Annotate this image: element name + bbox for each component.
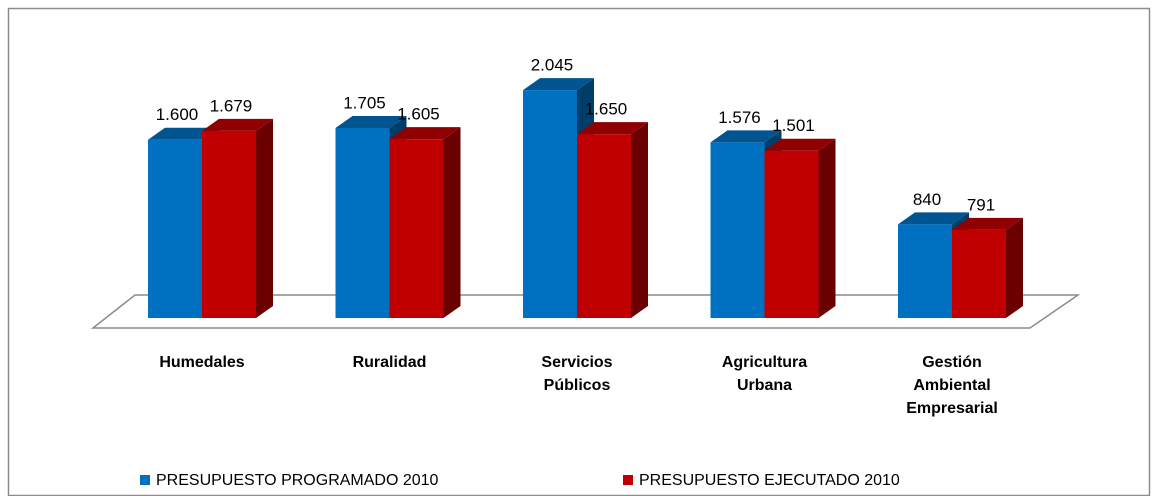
bar-top	[710, 130, 782, 143]
legend-label: PRESUPUESTO EJECUTADO 2010	[639, 472, 900, 489]
bar-front	[577, 134, 631, 318]
bar-front	[148, 139, 202, 318]
value-label: 1.679	[210, 96, 253, 115]
bar-front	[202, 130, 256, 318]
bar-front	[898, 224, 952, 318]
bar-top	[148, 127, 219, 140]
bar	[952, 217, 1023, 318]
value-label: 1.705	[343, 93, 386, 112]
bar-top	[202, 118, 273, 131]
x-tick-label: Gestión Ambiental Empresarial	[906, 354, 998, 417]
value-label: 1.576	[718, 108, 761, 127]
bar-top	[389, 127, 461, 140]
bar-side	[443, 127, 461, 319]
legend-swatch	[140, 475, 150, 485]
bar-top	[523, 78, 594, 91]
bar-front	[389, 139, 444, 318]
bar	[389, 127, 461, 319]
bar-front	[710, 142, 765, 318]
value-label: 2.045	[531, 56, 574, 75]
x-tick-label: Humedales	[159, 354, 244, 371]
value-label: 1.650	[585, 100, 628, 119]
value-label: 1.501	[772, 116, 815, 135]
value-label: 840	[913, 190, 941, 209]
bar-top	[764, 138, 836, 151]
bar-top	[952, 217, 1023, 230]
bar-front	[952, 229, 1006, 318]
x-tick-label: Ruralidad	[353, 354, 427, 371]
legend-swatch	[623, 475, 633, 485]
bar-top	[335, 116, 407, 129]
bar	[577, 122, 648, 319]
bar-side	[256, 118, 273, 318]
bar-side	[1006, 217, 1023, 318]
bar-side	[631, 122, 648, 319]
bar-top	[898, 212, 969, 225]
x-tick-label: Agricultura Urbana	[722, 354, 807, 394]
bar	[764, 138, 836, 318]
bar-side	[818, 138, 836, 318]
bar-front	[764, 150, 819, 318]
value-label: 1.600	[156, 105, 199, 124]
bar-front	[335, 128, 390, 318]
x-tick-label: Servicios Públicos	[541, 354, 612, 394]
value-label: 791	[967, 195, 995, 214]
value-label: 1.605	[397, 105, 440, 124]
bar	[202, 118, 273, 318]
bar-front	[523, 90, 577, 318]
bar-top	[577, 122, 648, 135]
legend-label: PRESUPUESTO PROGRAMADO 2010	[156, 472, 439, 489]
